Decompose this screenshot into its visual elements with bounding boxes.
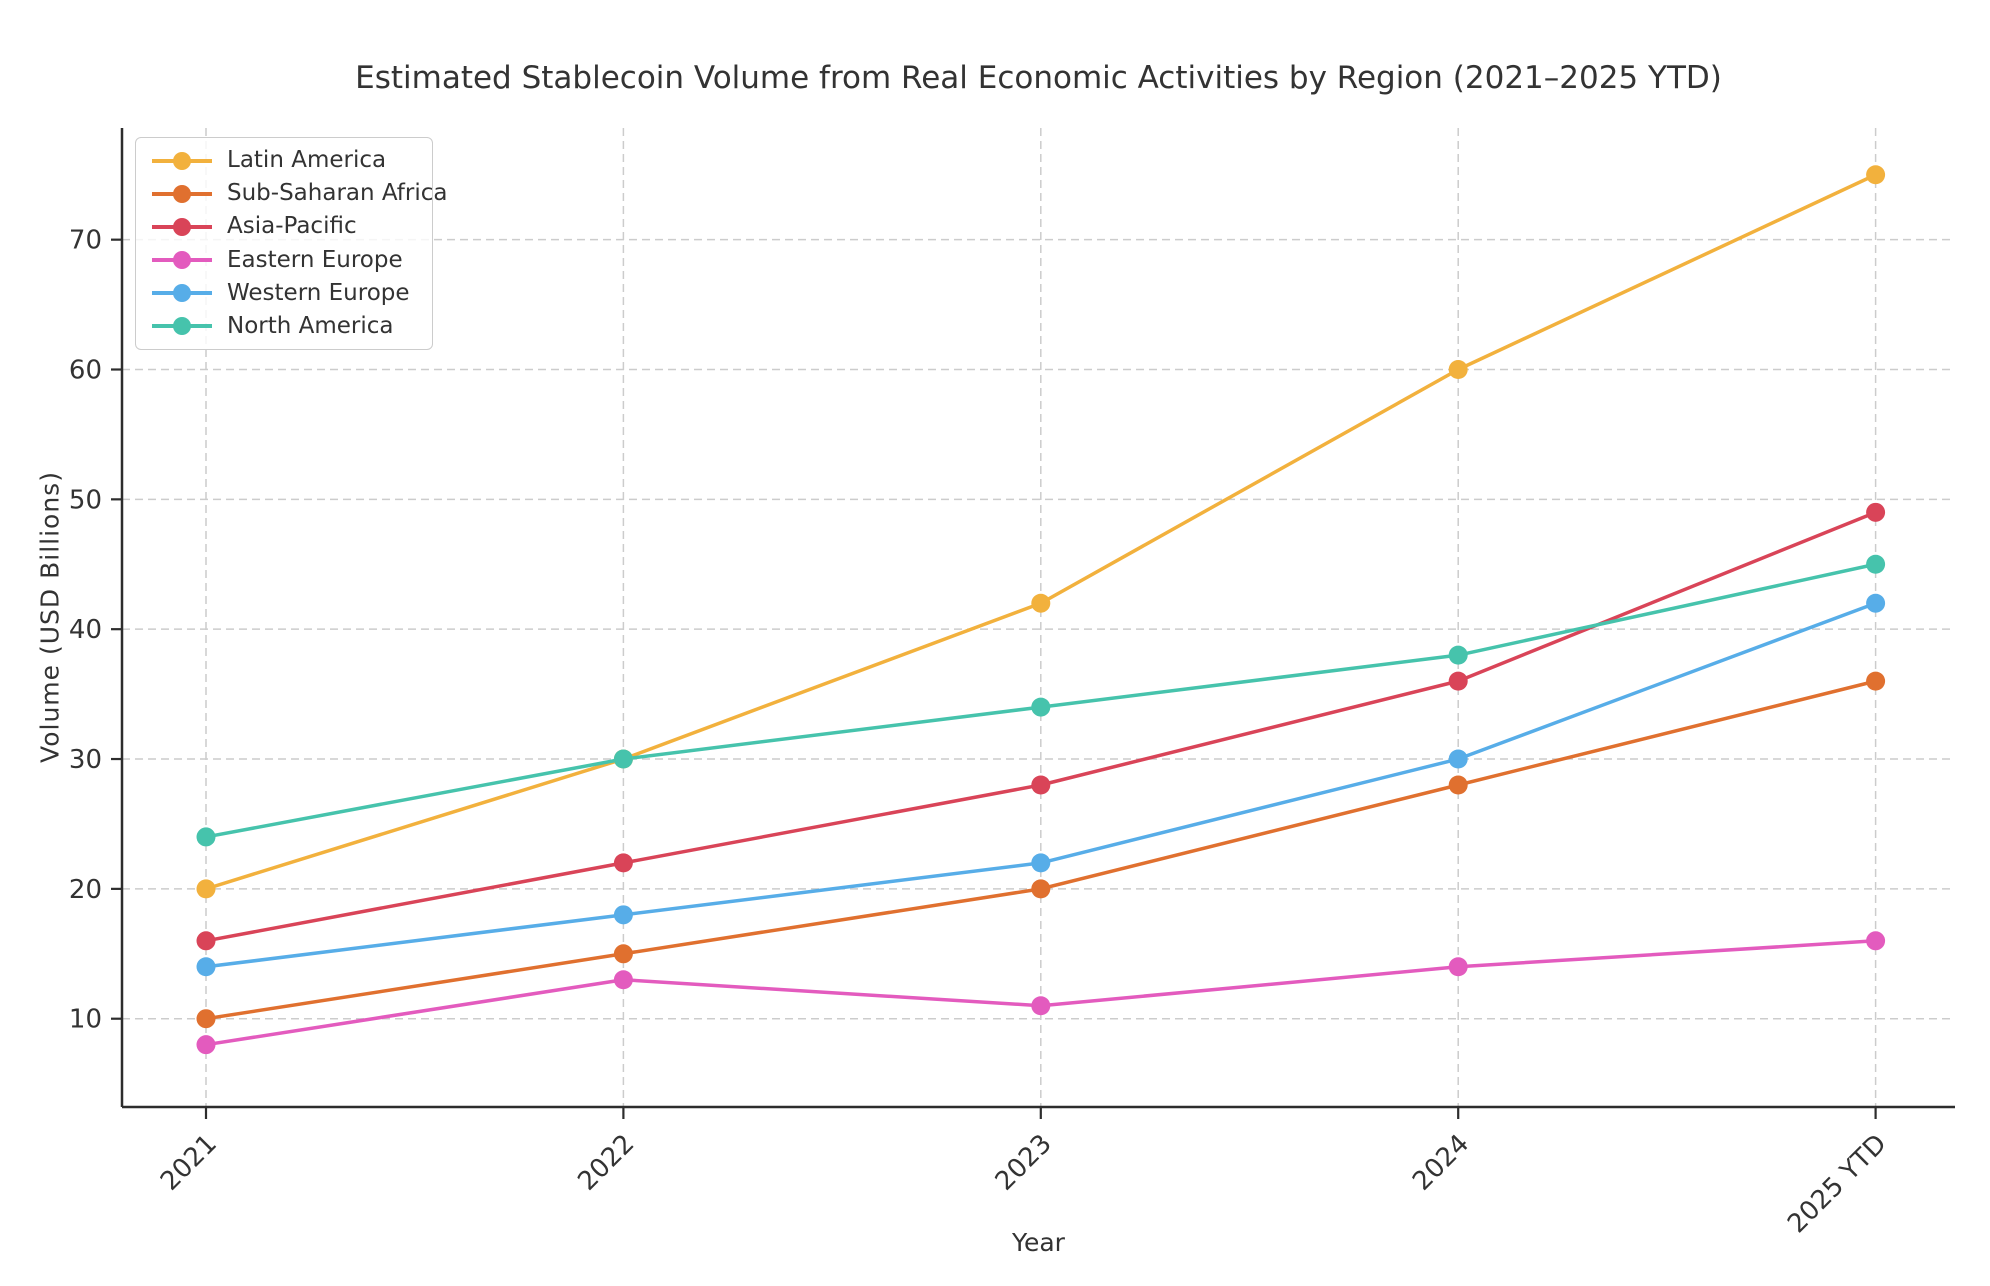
data-point xyxy=(1031,775,1051,795)
data-point xyxy=(1031,879,1051,899)
data-point xyxy=(1031,593,1051,613)
y-tick-label: 20 xyxy=(69,875,102,905)
data-point xyxy=(1448,360,1468,380)
legend-line-marker-icon xyxy=(152,217,212,236)
data-point xyxy=(1866,931,1886,951)
data-point xyxy=(196,1035,216,1055)
x-tick-label: 2023 xyxy=(990,1129,1058,1197)
legend-line-marker-icon xyxy=(152,184,212,203)
data-point xyxy=(196,827,216,847)
legend-label: Asia-Pacific xyxy=(227,213,357,240)
legend-label: Sub-Saharan Africa xyxy=(227,180,448,207)
legend-item: Latin America xyxy=(150,149,422,172)
data-point xyxy=(613,944,633,964)
data-point xyxy=(613,970,633,990)
x-tick-label: 2024 xyxy=(1407,1129,1475,1197)
data-point xyxy=(613,905,633,925)
data-point xyxy=(196,1009,216,1029)
data-point xyxy=(613,853,633,873)
y-tick-label: 60 xyxy=(69,356,102,386)
chart-title: Estimated Stablecoin Volume from Real Ec… xyxy=(355,60,1722,96)
data-point xyxy=(1448,775,1468,795)
data-point xyxy=(1031,996,1051,1016)
data-point xyxy=(613,749,633,769)
legend-label: Latin America xyxy=(227,147,387,174)
y-axis-label: Volume (USD Billions) xyxy=(35,471,65,763)
legend-item: Western Europe xyxy=(150,279,422,306)
data-point xyxy=(1866,165,1886,185)
legend-label: Western Europe xyxy=(227,279,410,306)
y-tick-label: 30 xyxy=(69,745,102,775)
x-axis-label: Year xyxy=(1012,1228,1065,1257)
legend-line-marker-icon xyxy=(152,284,212,303)
x-tick-label: 2025 YTD xyxy=(1782,1129,1892,1239)
y-tick-label: 10 xyxy=(69,1005,102,1035)
legend-item: Sub-Saharan Africa xyxy=(150,182,447,205)
y-tick-label: 40 xyxy=(69,615,102,645)
data-point xyxy=(196,957,216,977)
legend-item: North America xyxy=(150,312,422,339)
data-point xyxy=(1866,554,1886,574)
legend-item: Asia-Pacific xyxy=(150,215,422,238)
x-tick-label: 2021 xyxy=(155,1129,223,1197)
data-point xyxy=(1031,697,1051,717)
legend-line-marker-icon xyxy=(152,251,212,270)
data-point xyxy=(196,879,216,899)
legend-item: Eastern Europe xyxy=(150,246,422,273)
data-point xyxy=(1448,957,1468,977)
data-point xyxy=(1866,671,1886,691)
legend: Latin America Sub-Saharan Africa Asia-Paci… xyxy=(135,137,447,350)
y-tick-label: 50 xyxy=(69,485,102,515)
data-point xyxy=(1031,853,1051,873)
data-point xyxy=(1448,671,1468,691)
data-point xyxy=(1448,645,1468,665)
x-tick-label: 2022 xyxy=(572,1129,640,1197)
legend-line-marker-icon xyxy=(152,151,212,170)
legend-line-marker-icon xyxy=(152,317,212,336)
y-tick-label: 70 xyxy=(69,226,102,256)
data-point xyxy=(1866,593,1886,613)
legend-label: North America xyxy=(227,312,394,339)
data-point xyxy=(196,931,216,951)
data-point xyxy=(1448,749,1468,769)
data-point xyxy=(1866,502,1886,522)
legend-label: Eastern Europe xyxy=(227,246,403,273)
